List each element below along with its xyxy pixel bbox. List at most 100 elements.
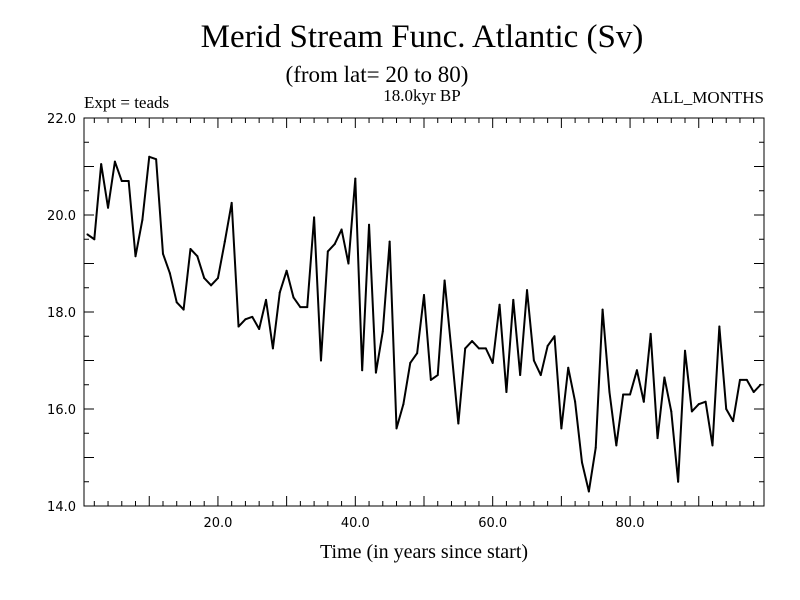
data-point	[388, 240, 391, 243]
data-point	[725, 408, 728, 410]
data-point	[649, 332, 652, 335]
data-point	[512, 298, 515, 301]
data-point	[429, 378, 432, 381]
data-point	[457, 422, 460, 425]
data-point	[120, 180, 123, 183]
data-point	[265, 298, 268, 301]
data-point	[230, 201, 233, 204]
data-point	[210, 284, 213, 287]
data-point	[718, 325, 721, 328]
data-point	[216, 277, 219, 280]
data-point	[361, 369, 364, 372]
data-point	[313, 216, 316, 219]
data-point	[615, 444, 618, 447]
data-point	[175, 301, 178, 304]
data-point	[608, 391, 611, 394]
data-point	[477, 347, 480, 350]
data-point	[113, 160, 116, 163]
data-point	[539, 374, 542, 377]
data-point	[635, 369, 638, 372]
data-point	[690, 410, 693, 413]
data-point	[423, 294, 425, 297]
data-point	[155, 158, 158, 161]
data-point	[491, 361, 494, 364]
y-tick-label: 20.0	[47, 209, 76, 224]
data-point	[148, 155, 151, 158]
data-point	[567, 366, 570, 369]
data-point	[580, 461, 583, 464]
data-point	[402, 403, 405, 406]
data-point	[443, 279, 446, 282]
data-point	[374, 371, 377, 374]
data-point	[574, 400, 577, 403]
data-point	[93, 238, 96, 241]
data-points	[86, 155, 762, 493]
data-point	[409, 361, 412, 364]
data-point	[271, 347, 274, 350]
data-point	[285, 269, 288, 272]
data-point	[711, 444, 714, 447]
data-point	[244, 318, 247, 321]
data-point	[127, 180, 130, 183]
data-point	[292, 296, 295, 299]
data-point	[471, 340, 474, 343]
y-tick-label: 14.0	[47, 500, 76, 515]
data-point	[100, 163, 103, 166]
data-point	[196, 255, 199, 258]
data-point	[86, 233, 89, 236]
data-point	[464, 347, 467, 350]
data-point	[333, 243, 336, 246]
axis-ticks	[84, 118, 764, 506]
data-point	[416, 352, 419, 355]
data-point	[141, 218, 144, 221]
data-point	[395, 427, 398, 430]
data-point	[629, 393, 632, 396]
x-tick-label: 40.0	[341, 516, 370, 531]
x-tick-label: 20.0	[203, 516, 232, 531]
data-point	[738, 378, 741, 381]
data-point	[697, 403, 700, 406]
data-point	[601, 308, 604, 311]
data-point	[381, 330, 384, 333]
x-tick-label: 60.0	[478, 516, 507, 531]
data-point	[704, 400, 707, 403]
data-point	[436, 374, 439, 377]
data-point	[258, 327, 261, 330]
data-point	[223, 240, 226, 243]
experiment-label: Expt = teads	[84, 93, 169, 112]
data-point	[161, 252, 164, 255]
data-point	[189, 247, 192, 250]
data-point	[505, 391, 508, 394]
y-tick-label: 22.0	[47, 112, 76, 127]
data-point	[656, 437, 659, 440]
data-point	[560, 427, 563, 430]
data-point	[587, 490, 590, 493]
data-point	[745, 378, 748, 381]
data-point	[347, 262, 350, 265]
data-point	[340, 228, 343, 231]
data-point	[594, 446, 597, 449]
data-point	[368, 223, 371, 226]
data-point	[251, 315, 254, 318]
data-point	[498, 303, 501, 306]
axis-tick-labels: 20.0 40.0 60.0 80.0 14.0 16.0 18.0 20.0 22.0	[47, 112, 644, 531]
x-tick-label: 80.0	[616, 516, 645, 531]
data-point	[519, 374, 522, 377]
data-point	[532, 359, 535, 362]
data-point	[670, 410, 673, 413]
data-point	[299, 306, 302, 309]
y-tick-label: 16.0	[47, 403, 76, 418]
data-point	[326, 250, 329, 253]
data-point	[237, 325, 240, 328]
data-point	[319, 359, 322, 362]
data-point	[107, 206, 110, 209]
data-point	[677, 480, 680, 483]
plot-frame	[83, 117, 765, 507]
data-point	[306, 306, 309, 309]
data-point	[134, 255, 137, 258]
period-label: 18.0kyr BP	[383, 86, 460, 105]
data-point	[278, 291, 281, 294]
data-point	[732, 420, 735, 423]
data-series-line	[86, 155, 762, 493]
chart-title: Merid Stream Func. Atlantic (Sv)	[201, 19, 644, 55]
